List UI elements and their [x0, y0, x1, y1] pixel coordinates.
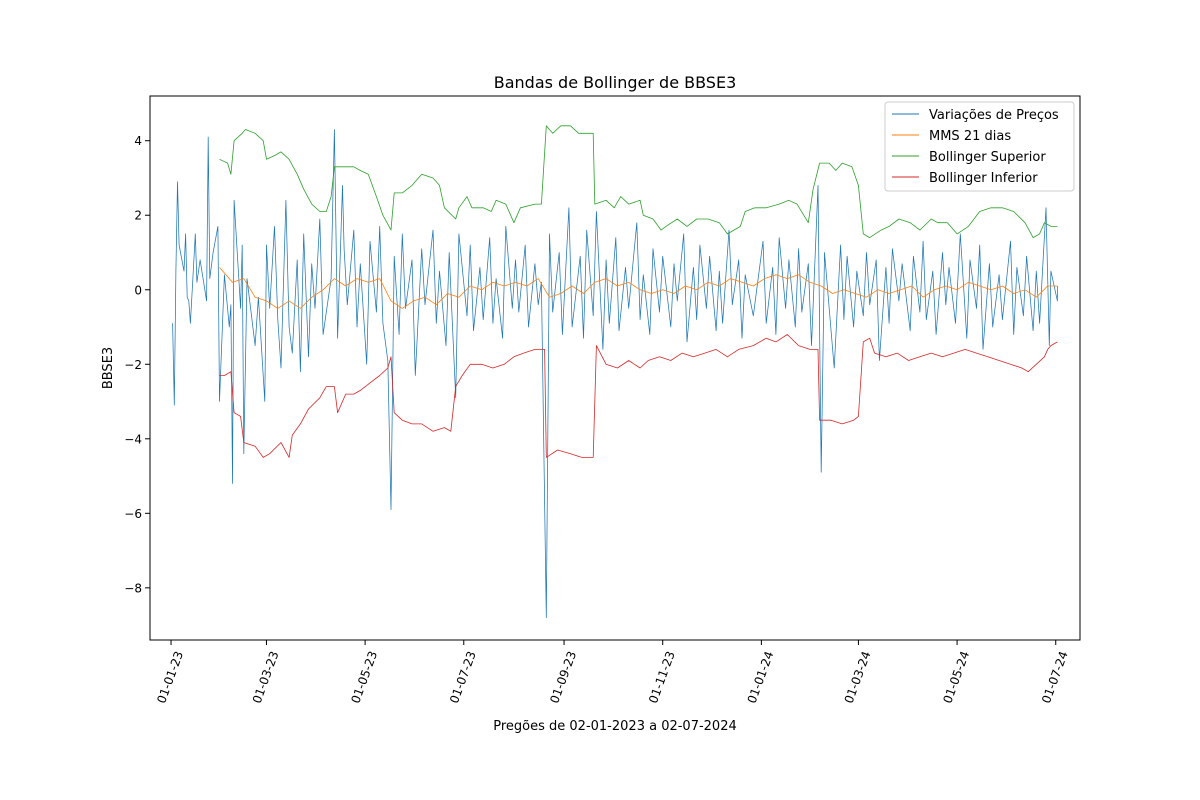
y-tick-label: −6 [124, 507, 142, 521]
legend-label-bollinger-inferior: Bollinger Inferior [929, 171, 1038, 186]
y-tick-label: −4 [124, 432, 142, 446]
legend-label-variacoes-de-precos: Variações de Preços [929, 108, 1059, 123]
chart-title: Bandas de Bollinger de BBSE3 [494, 73, 737, 92]
plot-lines [172, 125, 1058, 618]
x-axis-label: Pregões de 02-01-2023 a 02-07-2024 [493, 719, 737, 734]
y-axis-label: BBSE3 [101, 347, 116, 389]
y-tick-label: −8 [124, 581, 142, 595]
series-line-variacoes-de-precos [172, 129, 1058, 618]
series-line-mms-21-dias [219, 267, 1058, 309]
legend-label-bollinger-superior: Bollinger Superior [929, 150, 1046, 165]
y-tick-label: 2 [134, 209, 142, 223]
legend-box [884, 101, 1075, 192]
y-axis: 4 2 0 −2 −4 −6 −8 [124, 134, 150, 595]
series-line-bollinger-superior [219, 125, 1058, 238]
y-tick-label: 4 [134, 134, 142, 148]
legend-label-mms-21-dias: MMS 21 dias [929, 129, 1011, 144]
series-line-bollinger-inferior [219, 334, 1058, 458]
legend: Variações de Preços MMS 21 dias Bollinger … [884, 101, 1075, 192]
y-tick-label: 0 [134, 283, 142, 297]
plot-frame [149, 95, 1081, 641]
y-tick-label: −2 [124, 358, 142, 372]
